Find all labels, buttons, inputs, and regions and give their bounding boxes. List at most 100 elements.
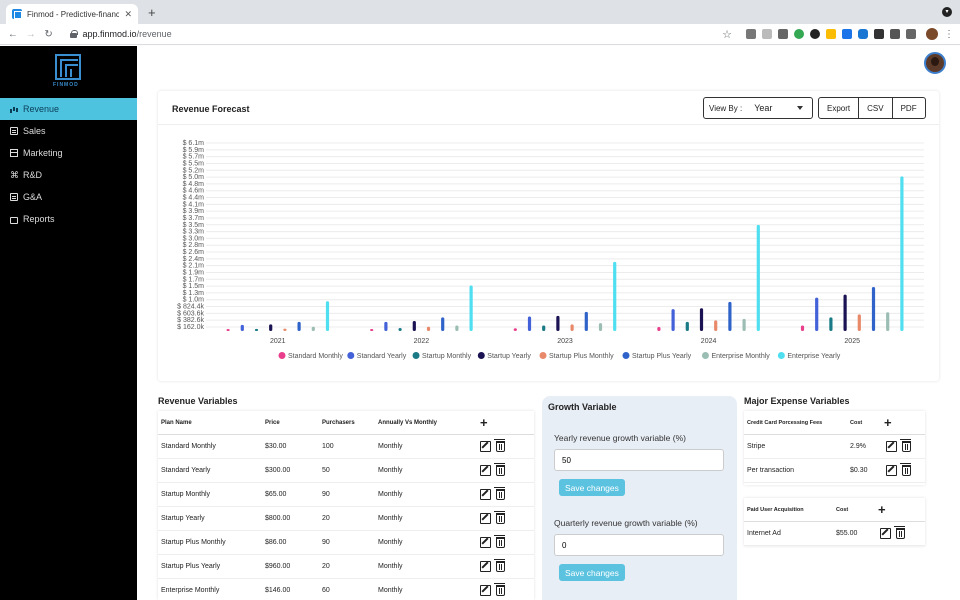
plan-name-cell: Standard Yearly	[161, 467, 211, 474]
sidebar-item-revenue[interactable]: Revenue	[0, 98, 137, 120]
csv-button[interactable]: CSV	[858, 98, 891, 118]
camera-icon[interactable]	[873, 29, 884, 39]
add-plan-icon[interactable]: +	[480, 414, 488, 430]
edit-icon[interactable]	[886, 441, 897, 452]
browser-tab[interactable]: Finmod - Predictive-financial m ✕	[6, 4, 138, 24]
delete-icon[interactable]	[900, 439, 911, 452]
delete-icon[interactable]	[494, 583, 505, 596]
delete-icon[interactable]	[494, 439, 505, 452]
extension-icon[interactable]	[745, 29, 756, 39]
puzzle-icon[interactable]	[889, 29, 900, 39]
row-actions	[886, 439, 911, 452]
edit-icon[interactable]	[480, 489, 491, 500]
row-actions	[480, 487, 505, 500]
chart-bar	[469, 285, 473, 331]
new-tab-icon[interactable]: +	[148, 5, 156, 20]
row-actions	[480, 439, 505, 452]
edit-icon[interactable]	[480, 561, 491, 572]
sidebar-item-marketing[interactable]: Marketing	[0, 142, 137, 164]
delete-icon[interactable]	[494, 487, 505, 500]
forward-icon[interactable]: →	[25, 28, 36, 40]
extension-icon[interactable]	[905, 29, 916, 39]
chart-bar	[542, 325, 546, 331]
plan-name-cell: Startup Yearly	[161, 515, 205, 522]
extension-icon[interactable]	[809, 29, 820, 39]
save-quarterly-button[interactable]: Save changes	[559, 564, 625, 581]
export-button[interactable]: Export	[827, 103, 851, 113]
drive-icon[interactable]	[825, 29, 836, 39]
y-tick-label: $ 3.7m	[183, 215, 205, 222]
edit-icon[interactable]	[480, 441, 491, 452]
legend-label: Enterprise Monthly	[711, 353, 770, 360]
browser-tab-bar: Finmod - Predictive-financial m ✕ + ▾	[0, 0, 960, 24]
delete-icon[interactable]	[494, 511, 505, 524]
edit-icon[interactable]	[886, 465, 897, 476]
chart-bar	[426, 326, 431, 331]
sidebar-item-sales[interactable]: Sales	[0, 120, 137, 142]
delete-icon[interactable]	[494, 535, 505, 548]
edit-icon[interactable]	[880, 528, 891, 539]
column-header: Credit Card Porcessing Fees	[747, 419, 823, 426]
save-yearly-button[interactable]: Save changes	[559, 479, 625, 496]
add-fee-icon[interactable]: +	[884, 414, 892, 430]
y-tick-label: $ 3.3m	[183, 229, 205, 236]
pdf-button[interactable]: PDF	[891, 98, 925, 118]
revenue-forecast-card: Revenue Forecast View By : Year Export C…	[158, 91, 939, 381]
growth-title: Growth Variable	[548, 402, 617, 412]
x-tick-label: 2022	[414, 338, 430, 345]
sidebar-item-label: Sales	[23, 126, 46, 136]
purchasers-cell: 90	[322, 491, 330, 498]
row-actions	[480, 535, 505, 548]
edit-icon[interactable]	[480, 585, 491, 596]
reload-icon[interactable]: ↻	[44, 28, 53, 40]
edit-icon[interactable]	[480, 537, 491, 548]
sidebar-item-rnd[interactable]: ⌘ R&D	[0, 164, 137, 186]
yearly-growth-input[interactable]	[554, 449, 724, 471]
y-tick-label: $ 5.7m	[183, 154, 205, 161]
chart-bar	[455, 325, 459, 331]
table-row: Enterprise Monthly $146.00 60 Monthly	[158, 579, 534, 600]
billing-cell: Monthly	[378, 515, 403, 522]
zoom-icon[interactable]	[857, 29, 868, 39]
tab-search-icon[interactable]: ▾	[942, 7, 952, 17]
revenue-forecast-chart: $ 162.0k$ 382.6k$ 603.6k$ 824.4k$ 1.0m$ …	[177, 140, 924, 360]
legend-marker	[278, 352, 286, 359]
bookmark-star-icon[interactable]: ☆	[722, 28, 732, 41]
chart-bar	[325, 301, 330, 331]
extension-icon[interactable]	[841, 29, 852, 39]
edit-icon[interactable]	[480, 465, 491, 476]
add-acquisition-icon[interactable]: +	[878, 501, 886, 517]
finmod-logo[interactable]: FINMOD	[53, 54, 83, 88]
row-actions	[480, 559, 505, 572]
user-avatar[interactable]	[924, 52, 946, 74]
delete-icon[interactable]	[894, 526, 905, 539]
billing-cell: Monthly	[378, 491, 403, 498]
extension-icon[interactable]	[761, 29, 772, 39]
delete-icon[interactable]	[494, 559, 505, 572]
delete-icon[interactable]	[900, 463, 911, 476]
purchasers-cell: 50	[322, 467, 330, 474]
delete-icon[interactable]	[494, 463, 505, 476]
edit-icon[interactable]	[480, 513, 491, 524]
plan-name-cell: Startup Monthly	[161, 491, 211, 498]
quarterly-growth-input[interactable]	[554, 534, 724, 556]
y-tick-label: $ 162.0k	[177, 324, 204, 331]
profile-avatar-icon[interactable]	[925, 28, 938, 40]
row-actions	[880, 526, 905, 539]
plan-name-cell: Standard Monthly	[161, 443, 216, 450]
view-by-select[interactable]: View By : Year	[703, 97, 813, 119]
back-icon[interactable]: ←	[7, 28, 18, 40]
close-tab-icon[interactable]: ✕	[124, 8, 132, 19]
table-row: Standard Yearly $300.00 50 Monthly	[158, 459, 534, 483]
chart-bar	[699, 308, 704, 331]
y-tick-label: $ 4.1m	[183, 201, 205, 208]
extension-icon[interactable]	[777, 29, 788, 39]
y-tick-label: $ 1.0m	[183, 297, 205, 304]
billing-cell: Monthly	[378, 467, 403, 474]
sidebar-item-reports[interactable]: Reports	[0, 208, 137, 230]
grammarly-icon[interactable]	[793, 29, 804, 39]
row-actions	[480, 511, 505, 524]
sidebar-item-gna[interactable]: G&A	[0, 186, 137, 208]
address-bar[interactable]: app.finmod.io/revenue ☆	[64, 26, 738, 43]
browser-menu-icon[interactable]: ⋮	[943, 28, 954, 40]
